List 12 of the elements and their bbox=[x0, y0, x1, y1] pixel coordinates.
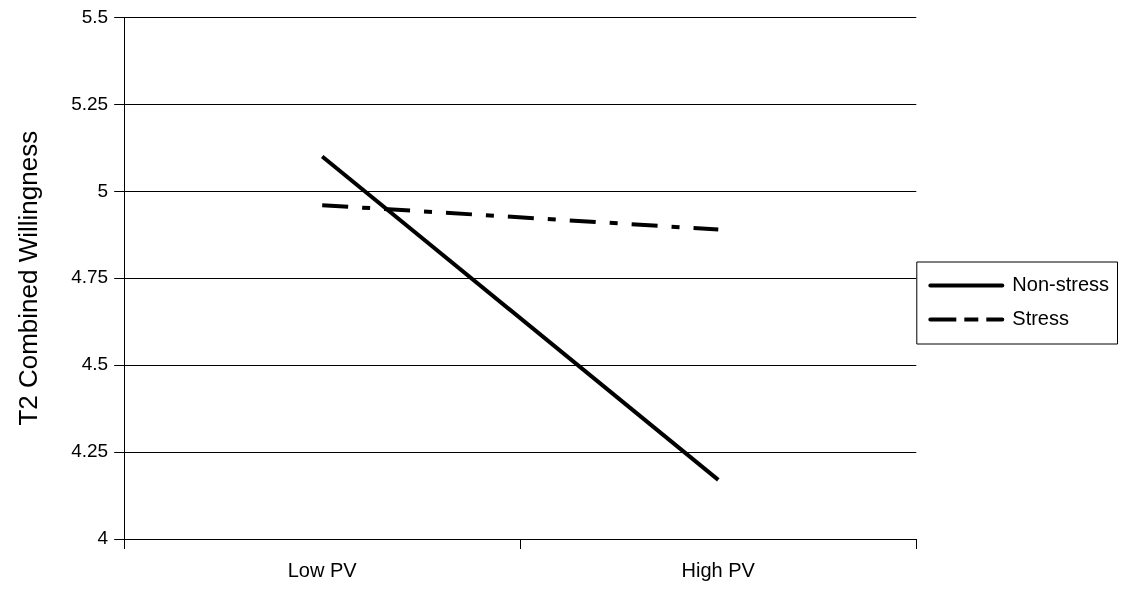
y-tick-label: 4 bbox=[97, 527, 109, 549]
y-tick-label: 4.5 bbox=[81, 353, 109, 375]
x-tick-label: High PV bbox=[681, 558, 756, 581]
y-tick-label: 5 bbox=[97, 179, 109, 201]
legend-label: Non-stress bbox=[1012, 273, 1110, 296]
y-axis-title: T2 Combined Willingness bbox=[12, 130, 43, 426]
y-tick-label: 5.25 bbox=[71, 92, 109, 114]
legend-label: Stress bbox=[1012, 307, 1069, 330]
x-tick-label: Low PV bbox=[287, 558, 358, 581]
y-tick-label: 4.75 bbox=[71, 266, 109, 288]
y-tick-label: 5.5 bbox=[81, 5, 109, 27]
y-tick-label: 4.25 bbox=[71, 440, 109, 462]
